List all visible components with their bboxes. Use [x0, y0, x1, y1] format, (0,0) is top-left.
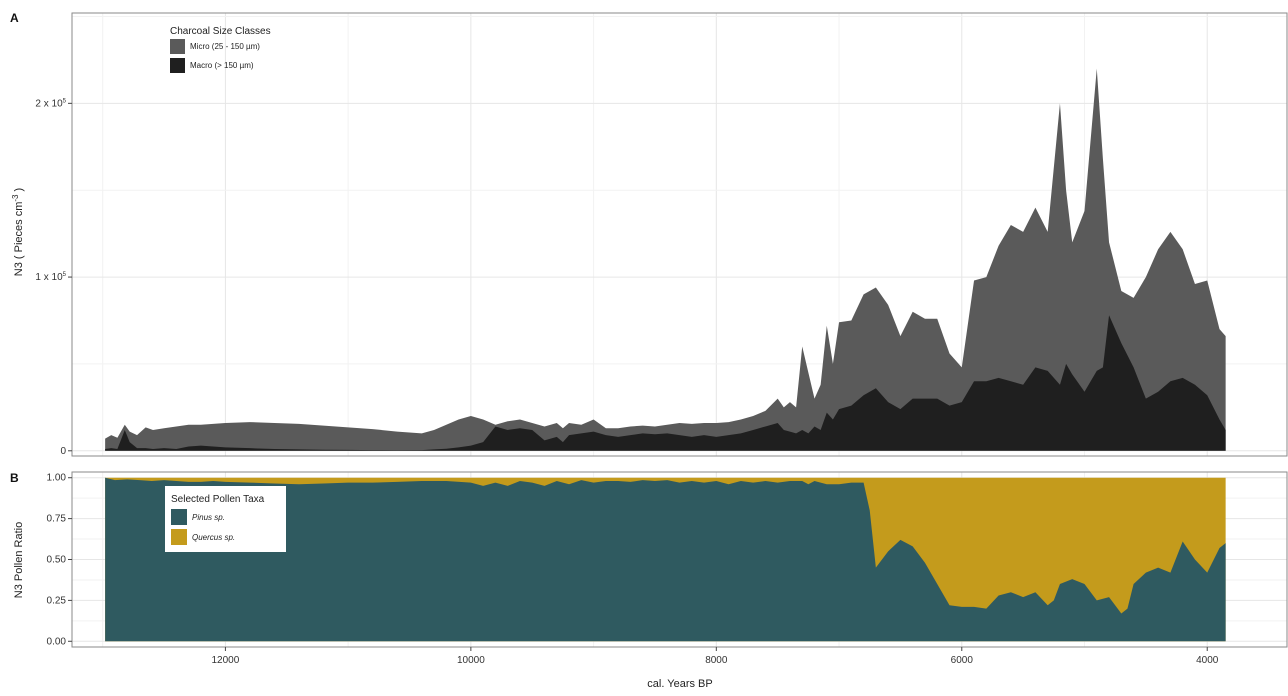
legend-b-label-pinus: Pinus sp.: [192, 513, 225, 522]
legend-a-label-macro: Macro (> 150 µm): [190, 61, 254, 70]
panel-a-y-ticks: 0 1 x 105 2 x 105: [35, 98, 72, 457]
panel-a-frame: [71, 12, 1288, 457]
panel-b-y-axis-title: N3 Pollen Ratio: [13, 522, 25, 598]
y-tick-label: 1.00: [47, 473, 67, 484]
y-tick-label: 0.00: [47, 636, 67, 647]
panel-a-legend: Charcoal Size Classes Micro (25 - 150 µm…: [170, 26, 271, 73]
panel-b-legend: Selected Pollen Taxa Pinus sp. Quercus s…: [165, 486, 286, 552]
panel-b-x-ticks: 12000 10000 8000 6000 4000: [212, 647, 1219, 666]
panel-b-y-ticks: 0.00 0.25 0.50 0.75 1.00: [47, 473, 72, 647]
y-tick-label: 0: [60, 446, 66, 457]
panel-a-tag: A: [10, 11, 19, 25]
panel-b-areas: [105, 477, 1226, 642]
legend-a-title: Charcoal Size Classes: [170, 26, 271, 37]
panel-a-areas: [105, 68, 1226, 451]
legend-a-label-micro: Micro (25 - 150 µm): [190, 42, 260, 51]
panel-a-charcoal-chart: 0 1 x 105 2 x 105 N3 ( Pieces cm-3 ) Charc…: [11, 12, 1288, 457]
legend-a-swatch-micro: [170, 39, 185, 54]
panel-b-pollen-chart: 0.00 0.25 0.50 0.75 1.00 12000 10000 8000 6000 4…: [13, 471, 1288, 666]
x-tick-label: 6000: [951, 655, 974, 666]
x-axis-title: cal. Years BP: [647, 678, 712, 690]
legend-b-swatch-quercus: [171, 529, 187, 545]
y-tick-label: 0.75: [47, 514, 67, 525]
area-pinus: [105, 477, 1226, 642]
area-macro-charcoal: [105, 315, 1226, 451]
legend-b-title: Selected Pollen Taxa: [171, 494, 265, 505]
area-micro-charcoal: [105, 68, 1226, 451]
x-tick-label: 8000: [705, 655, 728, 666]
panel-a-y-axis-title: N3 ( Pieces cm-3 ): [11, 188, 25, 276]
x-tick-label: 12000: [212, 655, 240, 666]
y-tick-label: 2 x 105: [35, 98, 66, 109]
legend-b-swatch-pinus: [171, 509, 187, 525]
y-tick-label: 0.25: [47, 595, 67, 606]
y-tick-label: 0.50: [47, 555, 67, 566]
x-tick-label: 10000: [457, 655, 485, 666]
panel-b-tag: B: [10, 471, 19, 485]
x-tick-label: 4000: [1196, 655, 1219, 666]
legend-a-swatch-macro: [170, 58, 185, 73]
y-tick-label: 1 x 105: [35, 272, 66, 283]
legend-b-label-quercus: Quercus sp.: [192, 533, 235, 542]
